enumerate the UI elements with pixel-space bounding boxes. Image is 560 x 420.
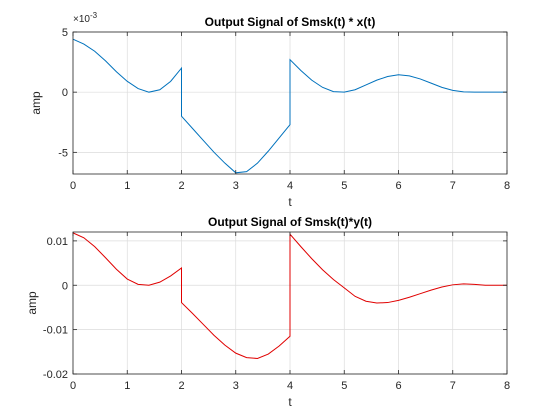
bottom-x-tick-label: 5	[341, 380, 347, 392]
bottom-chart-title: Output Signal of Smsk(t)*y(t)	[208, 215, 372, 229]
top-x-tick-label: 1	[124, 180, 130, 192]
bottom-x-tick-label: 4	[287, 380, 293, 392]
top-x-tick-label: 8	[504, 180, 510, 192]
top-x-tick-label: 4	[287, 180, 293, 192]
bottom-x-tick-label: 1	[124, 380, 130, 392]
bottom-x-tick-label: 3	[233, 380, 239, 392]
bottom-y-tick-label: -0.02	[43, 369, 68, 381]
bottom-x-tick-label: 2	[178, 380, 184, 392]
bottom-x-axis-label: t	[288, 395, 292, 409]
bottom-x-tick-label: 6	[395, 380, 401, 392]
top-axes: 0 1 2 3 4 5 6 7 8 -5 0 5 Output Signal of Smsk(t) *…	[29, 11, 510, 210]
top-x-tick-label: 5	[341, 180, 347, 192]
top-chart-title: Output Signal of Smsk(t) * x(t)	[205, 15, 376, 29]
bottom-ticks: 0 1 2 3 4 5 6 7 8 -0.02 -0.01 0 0.01	[43, 232, 510, 392]
bottom-axes: 0 1 2 3 4 5 6 7 8 -0.02 -0.01 0 0.01 Output Signal o…	[25, 215, 510, 409]
top-x-axis-label: t	[288, 195, 292, 209]
top-y-tick-label: -5	[58, 147, 68, 159]
bottom-y-tick-label: -0.01	[43, 325, 68, 337]
top-y-axis-label: amp	[29, 91, 43, 115]
top-x-tick-label: 0	[70, 180, 76, 192]
bottom-x-tick-label: 8	[504, 380, 510, 392]
bottom-series-line	[72, 232, 507, 359]
top-series-line	[72, 38, 507, 174]
top-x-tick-label: 3	[233, 180, 239, 192]
top-x-tick-label: 6	[395, 180, 401, 192]
top-x-tick-label: 7	[450, 180, 456, 192]
top-ticks: 0 1 2 3 4 5 6 7 8 -5 0 5	[58, 27, 510, 192]
top-x-tick-label: 2	[178, 180, 184, 192]
bottom-y-tick-label: 0	[62, 280, 68, 292]
top-y-tick-label: 0	[62, 87, 68, 99]
bottom-x-tick-label: 7	[450, 380, 456, 392]
bottom-y-axis-label: amp	[25, 291, 39, 315]
top-y-tick-label: 5	[62, 27, 68, 39]
bottom-y-tick-label: 0.01	[47, 236, 68, 248]
bottom-x-tick-label: 0	[70, 380, 76, 392]
